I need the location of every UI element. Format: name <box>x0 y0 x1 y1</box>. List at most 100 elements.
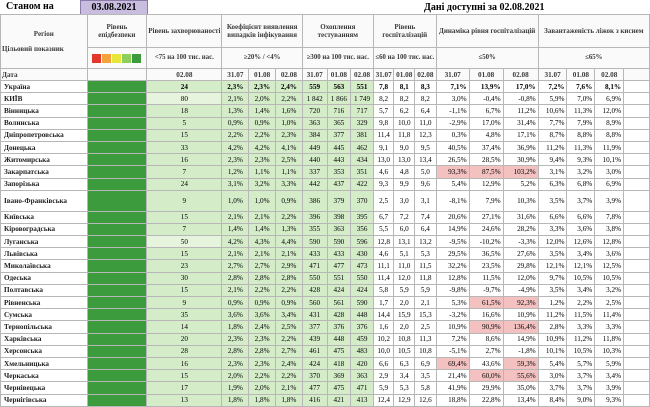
oxygen-value: 3,5% <box>537 247 568 261</box>
dynamics-value: 12,9% <box>468 177 504 191</box>
dynamics-value: 17,1% <box>502 128 539 142</box>
hosp-value: 5,5 <box>372 222 395 237</box>
oxygen-value: 11,8% <box>594 332 625 346</box>
region-row: Кіровоградська 7 1,4% 1,4% 1,3% 355 363 356 5,5 6… <box>0 222 650 237</box>
testing-value: 428 <box>326 308 352 322</box>
region-row: Миколаївська 23 2,7% 2,7% 2,9% 471 477 473 11,1 1… <box>0 259 650 273</box>
incidence-value: 80 <box>146 92 223 106</box>
extra-cell <box>623 116 650 130</box>
hosp-value: 3,5 <box>414 369 437 383</box>
dynamics-value: 60,0% <box>468 369 504 383</box>
hosp-value: 12,3 <box>414 128 437 142</box>
region-name: КИЇВ <box>0 92 88 106</box>
region-row: Вінницька 18 1,3% 1,4% 1,6% 720 716 717 5,7 6,2 6,… <box>0 104 650 118</box>
detection-value: 2,1% <box>248 247 276 261</box>
dynamics-value: 90,9% <box>468 320 504 334</box>
detection-value: 2,3% <box>248 356 276 371</box>
hosp-value: 12,9 <box>393 393 416 407</box>
hosp-value: 8,1 <box>393 79 416 94</box>
hosp-value: 14,4 <box>372 308 395 322</box>
hosp-value: 9,0 <box>393 140 416 155</box>
detection-value: 2,1% <box>275 247 303 261</box>
testing-value: 449 <box>301 140 328 155</box>
region-name: Чернівецька <box>0 381 88 395</box>
safety-cell <box>86 92 148 106</box>
oxygen-value: 3,7% <box>566 369 596 383</box>
detection-value: 1,0% <box>275 116 303 130</box>
detection-value: 1,8% <box>221 393 250 407</box>
hosp-value: 2,1 <box>414 295 437 310</box>
extra-cell <box>623 189 650 212</box>
dynamics-value: -9,8% <box>435 283 470 298</box>
detection-value: 2,2% <box>275 92 303 106</box>
hosp-value: 15,3 <box>414 308 437 322</box>
hosp-value: 9,3 <box>372 177 395 191</box>
safety-cell <box>86 356 148 371</box>
region-name: Харківська <box>0 332 88 346</box>
oxygen-value: 10,5% <box>594 271 625 285</box>
region-name: Запорізька <box>0 177 88 191</box>
detection-value: 0,9% <box>221 116 250 130</box>
incidence-value: 9 <box>146 295 223 310</box>
oxygen-value: 6,3% <box>537 177 568 191</box>
detection-value: 2,3% <box>248 79 276 94</box>
dynamics-value: 14,9% <box>435 222 470 237</box>
hosp-value: 7,4 <box>414 210 437 224</box>
hosp-value: 3,4 <box>393 369 416 383</box>
oxygen-value: 3,0% <box>537 369 568 383</box>
extra-cell <box>623 295 650 310</box>
hosp-value: 3,0 <box>393 189 416 212</box>
detection-value: 2,1% <box>248 210 276 224</box>
oxygen-value: 8,8% <box>566 128 596 142</box>
testing-value: 420 <box>350 356 374 371</box>
dynamics-value: 28,5% <box>468 153 504 167</box>
testing-value: 353 <box>326 165 352 179</box>
incidence-target: <75 на 100 тис. нас. <box>146 47 223 69</box>
oxygen-value: 3,6% <box>594 247 625 261</box>
region-row: Черкаська 15 2,0% 2,2% 2,2% 370 369 363 2,9 3,4 3,… <box>0 369 650 383</box>
dynamics-value: 92,3% <box>502 295 539 310</box>
testing-value: 461 <box>301 344 328 358</box>
extra-cell <box>623 210 650 224</box>
oxygen-value: 6,9% <box>594 177 625 191</box>
oxygen-value: 7,7% <box>537 116 568 130</box>
extra-cell <box>623 393 650 407</box>
dynamics-value: -3,2% <box>435 308 470 322</box>
hosp-value: 2,5 <box>414 320 437 334</box>
region-row: Дніпропетровська 15 2,2% 2,2% 2,3% 384 377 381 1… <box>0 128 650 142</box>
testing-value: 370 <box>350 189 374 212</box>
dynamics-value: -3,3% <box>502 235 539 249</box>
testing-value: 431 <box>301 308 328 322</box>
dynamics-value: 10,3% <box>502 189 539 212</box>
testing-value: 396 <box>301 210 328 224</box>
hosp-value: 11,1 <box>372 259 395 273</box>
region-name: Житомирська <box>0 153 88 167</box>
incidence-value: 15 <box>146 247 223 261</box>
oxygen-value: 12,1% <box>566 259 596 273</box>
red-level-swatch <box>91 53 101 63</box>
dynamics-value: 43,6% <box>468 356 504 371</box>
detection-value: 2,7% <box>248 259 276 273</box>
hosp-date-2: 01.08 <box>393 68 416 81</box>
dynamics-value: 103,2% <box>502 165 539 179</box>
hosp-value: 10,2 <box>372 332 395 346</box>
region-name: Сумська <box>0 308 88 322</box>
oxygen-value: 2,8% <box>537 320 568 334</box>
detection-target: ≥20% / <4% <box>221 47 303 69</box>
oxygen-value: 8,1% <box>594 79 625 94</box>
testing-value: 377 <box>301 320 328 334</box>
incidence-value: 23 <box>146 259 223 273</box>
dynamics-value: -9,5% <box>435 235 470 249</box>
detection-value: 2,0% <box>248 92 276 106</box>
testing-value: 459 <box>350 332 374 346</box>
detection-value: 1,1% <box>248 165 276 179</box>
region-row: Хмельницька 16 2,3% 2,3% 2,4% 424 418 420 6,6 6,3… <box>0 356 650 371</box>
region-name: Чернігівська <box>0 393 88 407</box>
region-name: Закарпатська <box>0 165 88 179</box>
hosp-value: 6,4 <box>414 222 437 237</box>
oxygen-value: 10,6% <box>537 104 568 118</box>
testing-value: 717 <box>350 104 374 118</box>
testing-value: 596 <box>350 235 374 249</box>
region-header: Регіон Цільовий показник <box>0 14 88 69</box>
dynamics-value: 22,8% <box>468 393 504 407</box>
